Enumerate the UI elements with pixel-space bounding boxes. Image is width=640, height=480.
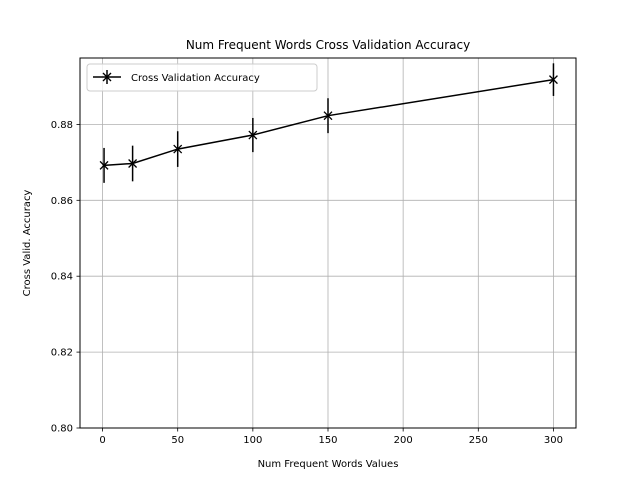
legend: Cross Validation Accuracy — [86, 63, 318, 92]
x-tick-label: 250 — [469, 435, 488, 446]
ticks: 0 50 100 150 200 250 300 0.80 0.82 0.84 0.86 0.88 — [51, 120, 563, 446]
data-point — [323, 111, 333, 121]
chart-title: Num Frequent Words Cross Validation Accu… — [186, 38, 470, 52]
y-tick-label: 0.80 — [51, 424, 73, 435]
series-line — [103, 78, 554, 167]
x-axis-label: Num Frequent Words Values — [258, 459, 399, 470]
data-point — [128, 159, 138, 168]
x-tick-label: 300 — [544, 435, 563, 446]
data-point — [173, 144, 183, 154]
x-tick-label: 50 — [171, 435, 184, 446]
x-tick-label: 100 — [243, 435, 262, 446]
legend-label: Cross Validation Accuracy — [131, 73, 260, 84]
data-point — [548, 75, 558, 85]
y-tick-label: 0.88 — [51, 120, 73, 131]
legend-box — [86, 63, 318, 92]
x-tick-label: 150 — [318, 435, 337, 446]
data-point — [248, 130, 258, 140]
x-tick-label: 200 — [394, 435, 413, 446]
data-point — [99, 160, 109, 170]
y-tick-label: 0.84 — [51, 272, 73, 283]
x-tick-label: 0 — [99, 435, 105, 446]
y-tick-label: 0.82 — [51, 348, 73, 359]
y-tick-label: 0.86 — [51, 196, 73, 207]
y-axis-label: Cross Valid. Accuracy — [22, 190, 33, 297]
legend-marker — [102, 70, 112, 84]
data-layer — [99, 63, 558, 183]
